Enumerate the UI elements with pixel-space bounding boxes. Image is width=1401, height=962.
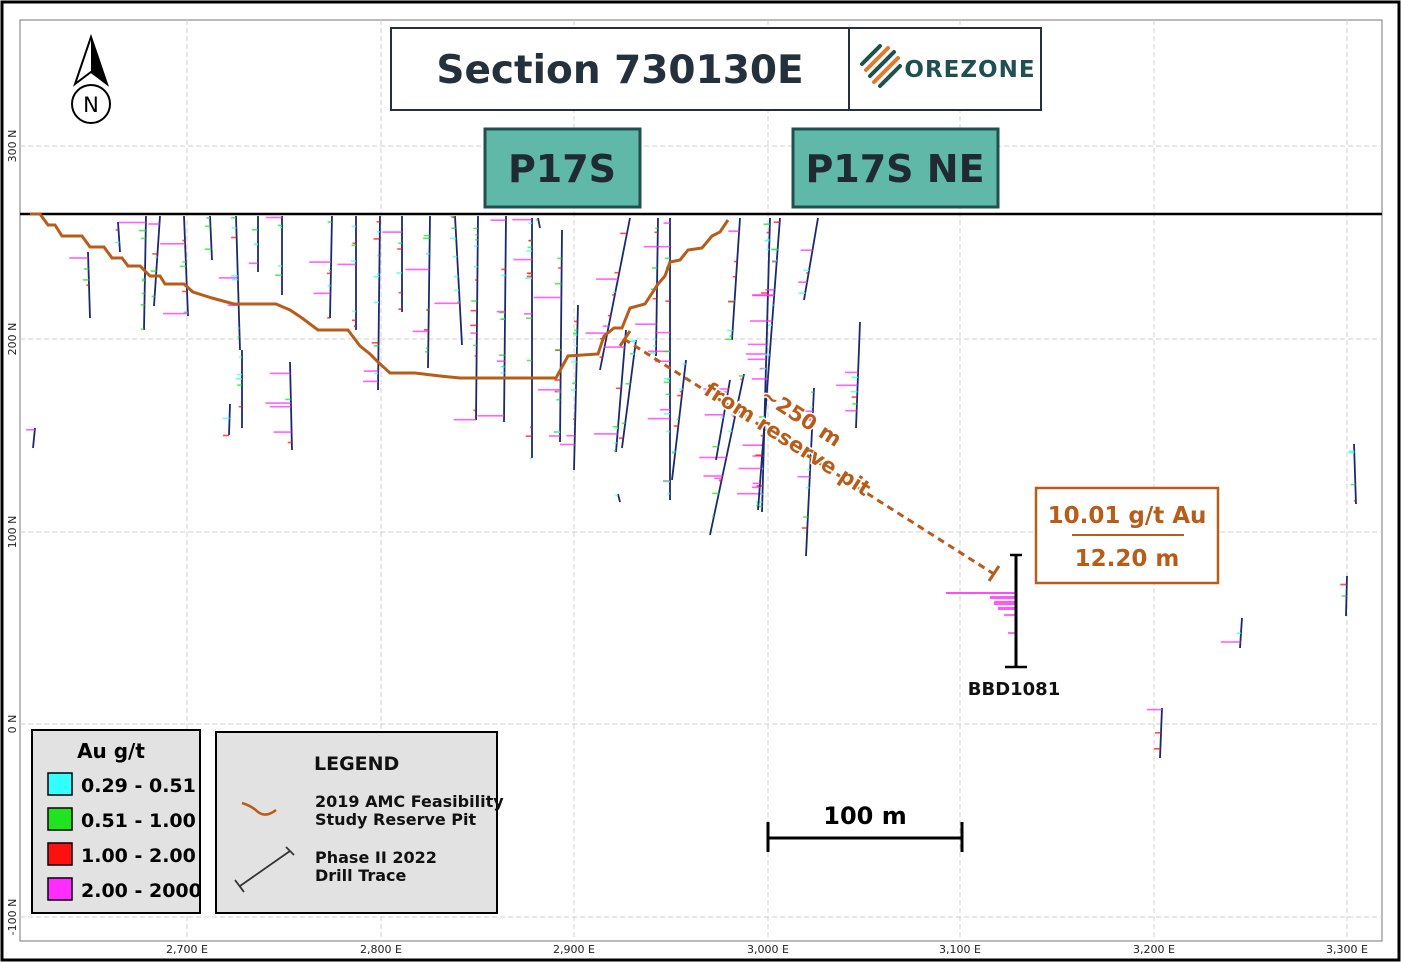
title-block: Section 730130E OREZONE <box>390 27 1042 111</box>
drill-hole-trace <box>265 361 293 451</box>
zone-label-p17s: P17S <box>483 127 642 209</box>
drill-hole-trace <box>836 321 861 429</box>
section-title: Section 730130E <box>436 48 803 93</box>
drill-hole-trace <box>1146 707 1163 759</box>
grade-legend-label: 0.29 - 0.51 <box>81 775 196 797</box>
drill-hole-trace <box>453 215 479 421</box>
easting-tick-label: 3,300 E <box>1326 943 1368 956</box>
hole-id-label: BBD1081 <box>968 679 1060 700</box>
scale-bar-label: 100 m <box>823 802 906 830</box>
drill-hole-trace <box>266 216 283 295</box>
drill-hole-trace <box>1220 617 1243 649</box>
reserve-pit-outline <box>30 212 730 380</box>
intercept-grade: 10.01 g/t Au <box>1048 503 1207 529</box>
drill-hole-trace <box>160 215 189 317</box>
drill-hole-trace <box>405 215 431 369</box>
drill-hole-trace <box>671 359 687 481</box>
orezone-logo-icon <box>860 44 902 88</box>
grade-legend-label: 0.51 - 1.00 <box>81 810 196 832</box>
north-arrow-icon: N <box>71 33 111 124</box>
drill-trace-legend-icon <box>234 846 295 893</box>
grade-legend-title: Au g/t <box>77 739 145 763</box>
drill-hole-trace <box>533 229 563 443</box>
drill-hole-trace <box>738 217 781 511</box>
main-legend: LEGEND 2019 AMC Feasibility Study Reserv… <box>215 731 504 914</box>
drill-hole-trace <box>222 403 231 437</box>
drill-legend-label-1: Phase II 2022 <box>315 848 437 867</box>
drill-hole-trace <box>69 251 91 319</box>
scale-bar: 100 m <box>766 802 964 852</box>
drill-hole-trace <box>26 427 36 449</box>
drill-legend-label-2: Drill Trace <box>315 866 407 885</box>
northing-tick-label: 200 N <box>6 323 19 356</box>
easting-tick-label: 2,900 E <box>553 943 595 956</box>
drill-hole-trace <box>337 216 357 330</box>
drill-hole-trace <box>618 339 637 449</box>
drill-hole-trace <box>235 350 243 428</box>
grade-swatch <box>47 877 73 901</box>
drill-hole-trace <box>309 215 333 319</box>
easting-axis: 2,700 E 2,800 E 2,900 E 3,000 E 3,100 E … <box>166 943 1368 956</box>
grade-legend-label: 2.00 - 2000 <box>81 880 202 902</box>
pit-legend-icon <box>241 801 277 816</box>
drill-hole-trace <box>204 215 213 261</box>
drill-hole-trace <box>1348 443 1357 505</box>
grade-legend-label: 1.00 - 2.00 <box>81 845 196 867</box>
northing-tick-label: 0 N <box>6 715 19 734</box>
drill-hole-trace <box>512 218 533 460</box>
northing-tick-label: -100 N <box>6 899 19 936</box>
drill-hole-trace <box>794 387 815 557</box>
company-name: OREZONE <box>904 57 1035 83</box>
north-arrow-letter: N <box>83 93 99 117</box>
intercept-width: 12.20 m <box>1075 546 1180 572</box>
grade-swatch <box>47 842 73 866</box>
drill-hole-trace <box>1340 575 1348 617</box>
main-legend-title: LEGEND <box>314 753 399 775</box>
easting-tick-label: 2,700 E <box>166 943 208 956</box>
grade-legend: Au g/t 0.29 - 0.51 0.51 - 1.00 1.00 - 2.… <box>31 729 202 914</box>
drill-hole-trace <box>725 217 741 341</box>
highlight-hole-bbd1081 <box>946 553 1027 669</box>
grade-swatch <box>47 772 73 796</box>
drill-hole-trace <box>248 216 259 272</box>
drill-hole-trace <box>536 217 541 229</box>
easting-tick-label: 3,100 E <box>939 943 981 956</box>
drill-hole-trace <box>593 329 627 453</box>
drill-hole-trace <box>434 215 463 346</box>
northing-tick-label: 100 N <box>6 516 19 549</box>
pit-legend-label-1: 2019 AMC Feasibility <box>315 792 504 811</box>
intercept-callout: 10.01 g/t Au 12.20 m <box>1034 486 1220 585</box>
zone-label-p17s-ne: P17S NE <box>791 127 1000 209</box>
easting-tick-label: 3,000 E <box>747 943 789 956</box>
grade-swatch <box>47 807 73 831</box>
drill-hole-trace <box>559 304 579 471</box>
northing-tick-label: 300 N <box>6 130 19 163</box>
distance-annotation-line <box>618 330 1001 582</box>
zone-label-text: P17S NE <box>805 147 984 191</box>
zone-label-text: P17S <box>508 147 616 191</box>
drill-hole-trace <box>114 221 121 253</box>
drill-hole-trace <box>382 216 403 312</box>
drill-hole-trace <box>615 493 621 503</box>
drill-hole-trace <box>699 373 745 536</box>
easting-tick-label: 2,800 E <box>360 943 402 956</box>
drill-hole-trace <box>477 215 507 423</box>
easting-tick-label: 3,200 E <box>1133 943 1175 956</box>
drill-hole-trace <box>703 379 731 461</box>
pit-legend-label-2: Study Reserve Pit <box>315 810 477 829</box>
northing-axis: 300 N 200 N 100 N 0 N -100 N <box>6 130 19 936</box>
drill-hole-trace <box>798 217 819 301</box>
